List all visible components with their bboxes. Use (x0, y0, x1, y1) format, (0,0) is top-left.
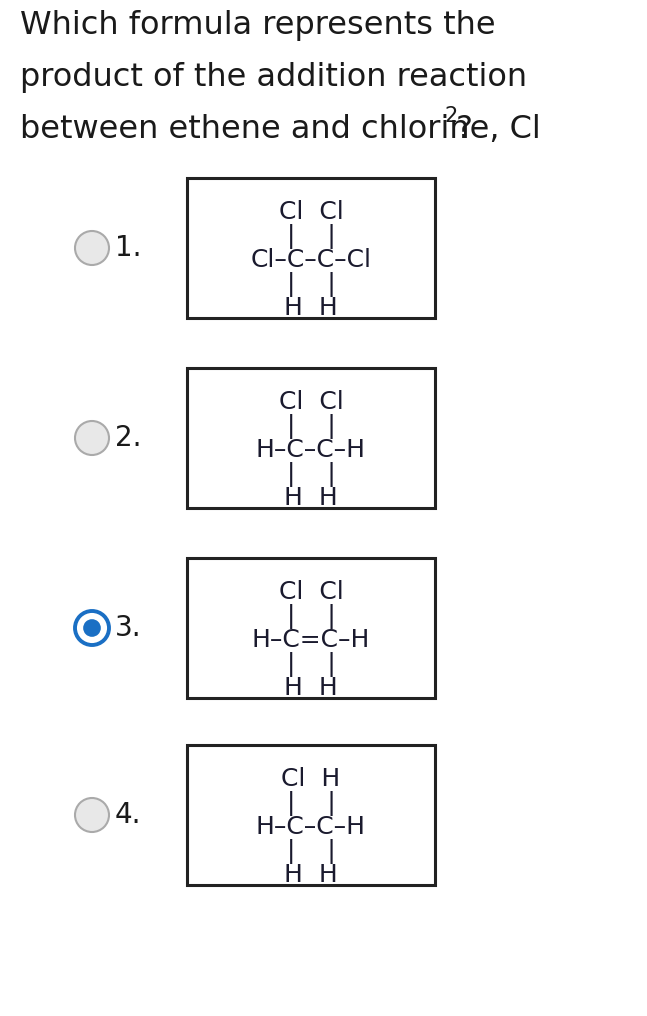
Text: between ethene and chlorine, Cl: between ethene and chlorine, Cl (20, 114, 541, 145)
Text: 4.: 4. (115, 801, 142, 829)
Text: H–C=C–H: H–C=C–H (252, 628, 370, 652)
Text: H–C–C–H: H–C–C–H (256, 438, 366, 462)
Bar (187, 558, 435, 698)
Text: H  H: H H (284, 486, 338, 510)
Text: |    |: | | (287, 414, 335, 439)
Text: 2: 2 (444, 106, 457, 126)
Text: |    |: | | (287, 224, 335, 249)
Text: Cl  H: Cl H (281, 767, 340, 791)
Text: Which formula represents the: Which formula represents the (20, 10, 496, 41)
Bar (187, 368, 435, 508)
Circle shape (75, 611, 109, 645)
Text: ?: ? (455, 114, 472, 145)
Text: H  H: H H (284, 863, 338, 887)
Bar (187, 178, 435, 318)
Bar (187, 745, 435, 885)
Circle shape (83, 619, 101, 637)
Circle shape (75, 421, 109, 455)
Text: Cl  Cl: Cl Cl (279, 390, 344, 414)
Text: product of the addition reaction: product of the addition reaction (20, 62, 527, 93)
Text: H–C–C–H: H–C–C–H (256, 815, 366, 839)
Text: H  H: H H (284, 676, 338, 700)
Text: 3.: 3. (115, 614, 142, 642)
Text: |    |: | | (287, 462, 335, 487)
Circle shape (75, 798, 109, 832)
Text: 2.: 2. (115, 424, 142, 452)
Text: Cl  Cl: Cl Cl (279, 200, 344, 224)
Text: |    |: | | (287, 791, 335, 816)
Text: |    |: | | (287, 604, 335, 629)
Text: Cl–C–C–Cl: Cl–C–C–Cl (250, 248, 371, 272)
Text: |    |: | | (287, 272, 335, 297)
Text: 1.: 1. (115, 234, 142, 262)
Text: H  H: H H (284, 296, 338, 320)
Text: Cl  Cl: Cl Cl (279, 580, 344, 604)
Text: |    |: | | (287, 652, 335, 677)
Text: |    |: | | (287, 839, 335, 864)
Circle shape (75, 231, 109, 265)
